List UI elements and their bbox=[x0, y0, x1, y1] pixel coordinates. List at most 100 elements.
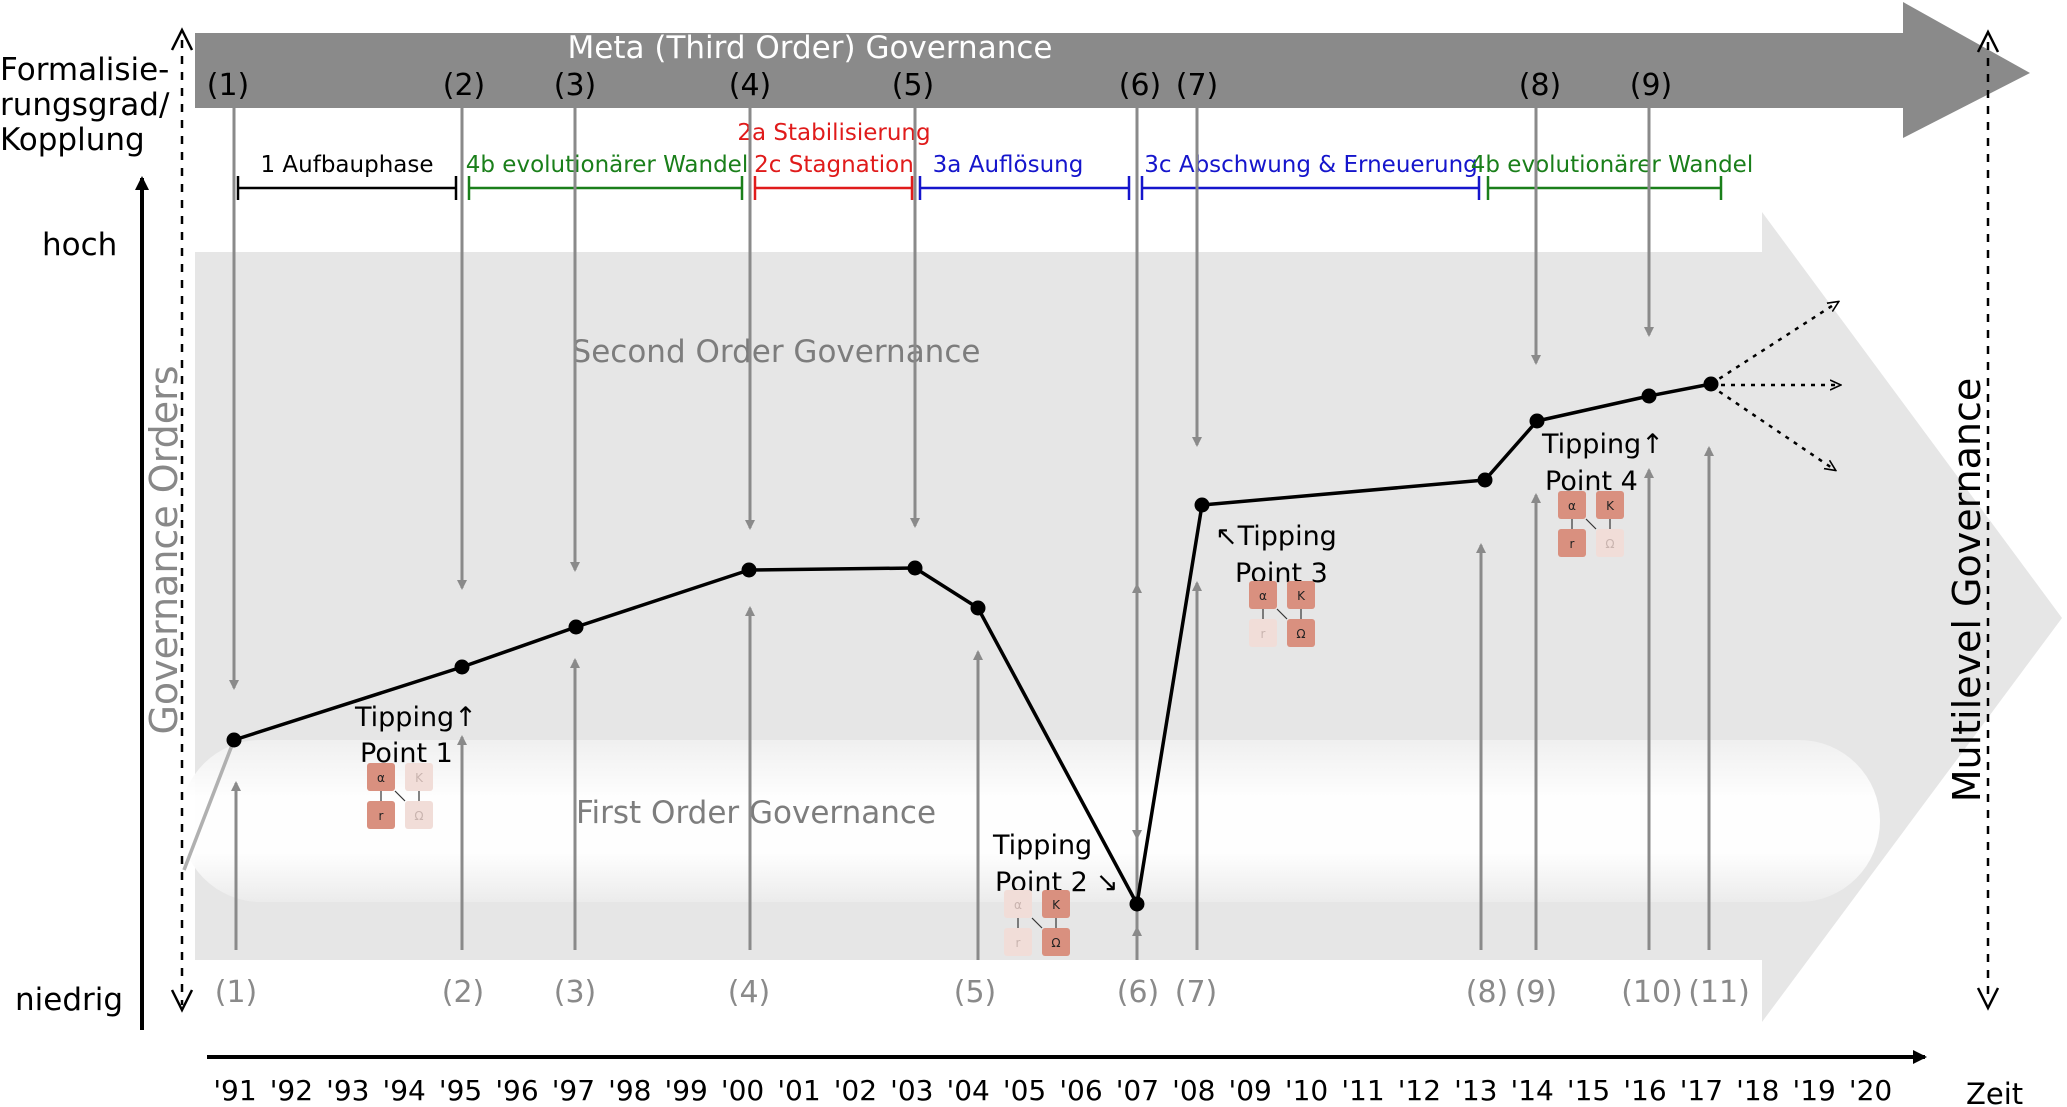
cycle-glyph: Ω bbox=[1605, 537, 1614, 551]
cycle-link bbox=[1276, 608, 1288, 620]
x-tick-label: '98 bbox=[608, 1074, 651, 1107]
x-tick-label: '93 bbox=[326, 1074, 369, 1107]
x-tick-label: '12 bbox=[1398, 1074, 1441, 1107]
cycle-box bbox=[1249, 619, 1277, 647]
cycle-box bbox=[1287, 619, 1315, 647]
cycle-box bbox=[1596, 491, 1624, 519]
x-tick-label: '96 bbox=[495, 1074, 538, 1107]
x-tick-label: '11 bbox=[1341, 1074, 1384, 1107]
x-tick-label: '91 bbox=[213, 1074, 256, 1107]
x-axis-label: Zeit bbox=[1966, 1077, 2023, 1107]
x-tick-label: '20 bbox=[1849, 1074, 1892, 1107]
x-tick-label: '07 bbox=[1116, 1074, 1159, 1107]
cycle-link bbox=[1585, 518, 1597, 530]
governance-orders-label: Governance Orders bbox=[142, 365, 186, 734]
right-dashed-top-arrow bbox=[1976, 29, 2000, 53]
x-tick-label: '13 bbox=[1454, 1074, 1497, 1107]
curve-point bbox=[1529, 413, 1545, 429]
top-marker: (2) bbox=[443, 68, 486, 103]
phase-label: 4b evolutionärer Wandel bbox=[1471, 152, 1753, 178]
phase-label: 2c Stagnation bbox=[754, 152, 914, 178]
x-tick-label: '92 bbox=[270, 1074, 313, 1107]
cycle-glyph: α bbox=[1259, 589, 1267, 603]
cycle-glyph: α bbox=[1014, 898, 1022, 912]
y-axis-label-3: Kopplung bbox=[0, 122, 145, 158]
curve-point bbox=[970, 600, 986, 616]
bottom-marker: (9) bbox=[1515, 975, 1558, 1010]
bottom-marker: (1) bbox=[215, 975, 258, 1010]
curve-point bbox=[226, 732, 242, 748]
svg-text:Tipping↑: Tipping↑ bbox=[1541, 429, 1664, 460]
bottom-marker: (10) bbox=[1621, 975, 1683, 1010]
second-band-title: Second Order Governance bbox=[572, 334, 981, 370]
bottom-marker: (7) bbox=[1175, 975, 1218, 1010]
adaptive-cycle-icon: α Kr Ω bbox=[1249, 581, 1315, 647]
meta-band-title: Meta (Third Order) Governance bbox=[568, 30, 1053, 66]
curve-point bbox=[568, 619, 584, 635]
cycle-glyph: Ω bbox=[414, 809, 423, 823]
cycle-link bbox=[394, 790, 406, 802]
x-tick-label: '03 bbox=[890, 1074, 933, 1107]
x-tick-label: '94 bbox=[383, 1074, 426, 1107]
svg-text:Tipping: Tipping bbox=[992, 830, 1092, 861]
y-axis-low: niedrig bbox=[15, 982, 123, 1018]
phase-label: 1 Aufbauphase bbox=[260, 152, 433, 178]
cycle-glyph: r bbox=[1261, 627, 1266, 641]
cycle-box bbox=[1249, 581, 1277, 609]
x-axis-ticks: '91 '92 '93 '94 '95 '96 '97 '98 '99 '00 '01 '02 '03 '… bbox=[213, 1074, 1892, 1107]
x-tick-label: '09 bbox=[1229, 1074, 1272, 1107]
meta-order-band bbox=[195, 2, 2030, 138]
x-tick-label: '14 bbox=[1511, 1074, 1554, 1107]
bottom-markers: (1) (2) (3) (4) (5) (6) (7) (8) (9) (10) (11) bbox=[215, 975, 1750, 1010]
cycle-box bbox=[1558, 529, 1586, 557]
x-tick-label: '97 bbox=[552, 1074, 595, 1107]
x-tick-label: '08 bbox=[1172, 1074, 1215, 1107]
cycle-box bbox=[367, 801, 395, 829]
cycle-box bbox=[405, 801, 433, 829]
top-marker: (7) bbox=[1176, 68, 1219, 103]
adaptive-cycle-icon: α Kr Ω bbox=[1004, 890, 1070, 956]
cycle-glyph: r bbox=[379, 809, 384, 823]
cycle-glyph: α bbox=[1568, 499, 1576, 513]
adaptive-cycle-icon: α Kr Ω bbox=[367, 763, 433, 829]
y-axis-dashed-top-arrow bbox=[170, 27, 194, 51]
top-markers: (1) (2) (3) (4) (5) (6) (7) (8) (9) bbox=[207, 68, 1673, 103]
first-band-title: First Order Governance bbox=[576, 795, 936, 831]
cycle-box bbox=[1287, 581, 1315, 609]
cycle-box bbox=[1596, 529, 1624, 557]
y-axis-label-1: Formalisie- bbox=[0, 52, 169, 88]
bottom-marker: (6) bbox=[1117, 975, 1160, 1010]
cycle-glyph: r bbox=[1016, 936, 1021, 950]
svg-text:Tipping↑: Tipping↑ bbox=[354, 702, 477, 733]
x-tick-label: '04 bbox=[947, 1074, 990, 1107]
right-dashed-bottom-arrow bbox=[1976, 987, 2000, 1011]
x-tick-label: '10 bbox=[1285, 1074, 1328, 1107]
top-marker: (4) bbox=[729, 68, 772, 103]
multilevel-governance-label: Multilevel Governance bbox=[1945, 378, 1989, 803]
x-tick-label: '16 bbox=[1623, 1074, 1666, 1107]
cycle-glyph: α bbox=[377, 771, 385, 785]
cycle-box bbox=[1042, 890, 1070, 918]
cycle-glyph: K bbox=[415, 771, 424, 785]
curve-point bbox=[1129, 896, 1145, 912]
x-tick-label: '06 bbox=[1059, 1074, 1102, 1107]
cycle-box bbox=[1004, 928, 1032, 956]
bottom-marker: (3) bbox=[554, 975, 597, 1010]
x-tick-label: '18 bbox=[1736, 1074, 1779, 1107]
driver-arrows bbox=[229, 100, 1714, 960]
bottom-marker: (2) bbox=[442, 975, 485, 1010]
curve-point bbox=[1194, 497, 1210, 513]
bottom-marker: (5) bbox=[954, 975, 997, 1010]
curve-point bbox=[1641, 388, 1657, 404]
phase-label: 3c Abschwung & Erneuerung bbox=[1144, 152, 1478, 178]
x-tick-label: '00 bbox=[721, 1074, 764, 1107]
x-tick-label: '02 bbox=[834, 1074, 877, 1107]
x-tick-label: '05 bbox=[1003, 1074, 1046, 1107]
y-axis-dashed-bottom-arrow bbox=[170, 989, 194, 1013]
x-tick-label: '95 bbox=[439, 1074, 482, 1107]
cycle-glyph: r bbox=[1570, 537, 1575, 551]
cycle-glyph: K bbox=[1052, 898, 1061, 912]
svg-text:↖Tipping: ↖Tipping bbox=[1215, 521, 1337, 552]
tipping-point-1: Tipping↑ Point 1 bbox=[354, 702, 477, 769]
